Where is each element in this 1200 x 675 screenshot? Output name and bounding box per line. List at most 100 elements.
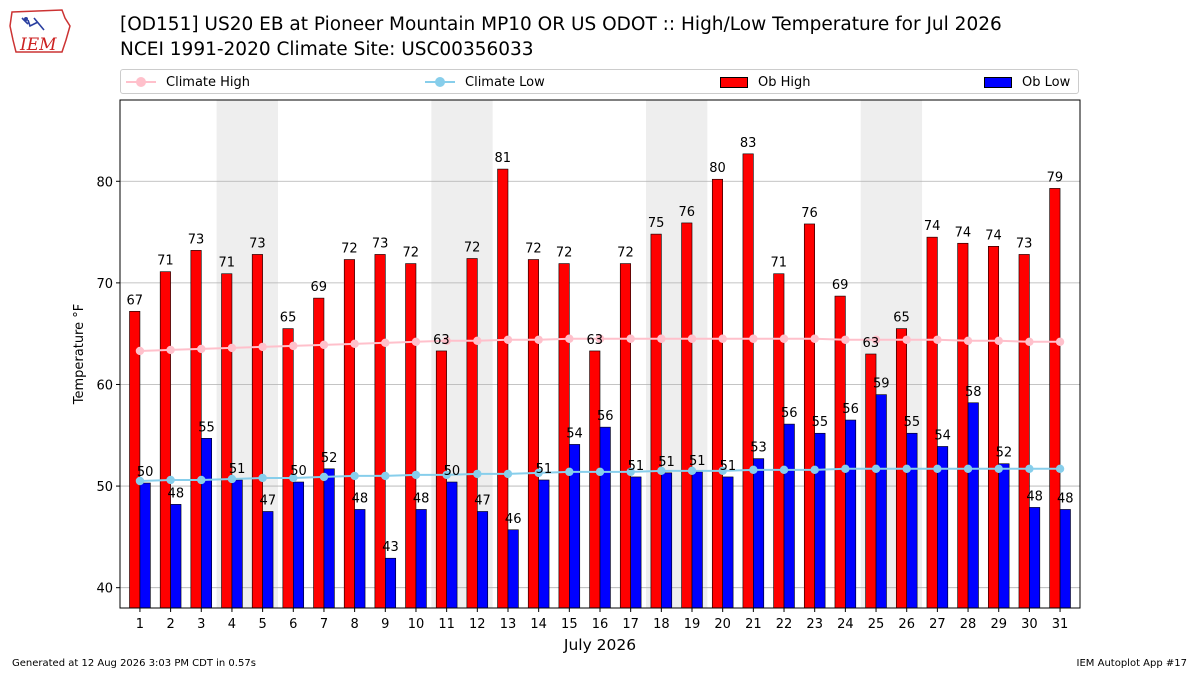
- bar-ob-high-day-28: [957, 242, 969, 609]
- bar-ob-low-day-14: [538, 479, 550, 609]
- label-ob-high-day-30: 73: [1016, 236, 1033, 251]
- bar-ob-low-day-30: [1029, 507, 1041, 609]
- label-ob-high-day-27: 74: [924, 219, 941, 234]
- iowa-map-icon: IEM: [9, 9, 71, 55]
- y-tick-label: 40: [96, 582, 113, 597]
- bar-ob-high-day-27: [926, 236, 938, 609]
- label-ob-high-day-12: 72: [464, 240, 481, 255]
- climate-low-point-day-25: [871, 464, 881, 474]
- bar-ob-high-day-1: [129, 311, 141, 609]
- climate-high-point-day-19: [687, 334, 697, 343]
- climate-high-point-day-6: [289, 341, 298, 351]
- label-ob-low-day-8: 48: [352, 491, 369, 506]
- bar-ob-low-day-9: [385, 557, 397, 609]
- bar-ob-high-day-30: [1018, 254, 1030, 609]
- label-ob-high-day-1: 67: [126, 293, 143, 308]
- label-ob-high-day-17: 72: [617, 246, 634, 261]
- x-tick-label-11: 11: [438, 617, 455, 632]
- bar-ob-low-day-11: [446, 481, 458, 609]
- label-ob-low-day-22: 56: [781, 406, 798, 421]
- climate-low-point-day-6: [289, 473, 298, 483]
- x-tick-label-8: 8: [350, 617, 358, 632]
- bar-ob-low-day-8: [354, 509, 366, 609]
- label-ob-high-day-19: 76: [679, 205, 696, 220]
- climate-high-point-day-4: [227, 343, 237, 353]
- climate-high-point-day-25: [871, 335, 881, 344]
- climate-low-point-day-12: [473, 469, 482, 479]
- climate-high-point-day-29: [994, 336, 1003, 345]
- label-ob-low-day-3: 55: [198, 420, 215, 435]
- climate-high-point-day-15: [565, 334, 574, 343]
- y-tick-label: 50: [96, 480, 113, 495]
- bar-ob-low-day-10: [415, 509, 427, 609]
- bar-ob-low-day-22: [783, 423, 795, 609]
- logo-text: IEM: [19, 35, 57, 55]
- legend-item-ob-low: Ob Low: [984, 73, 1070, 91]
- x-tick-label-13: 13: [500, 617, 517, 632]
- bar-ob-low-day-26: [906, 432, 918, 609]
- climate-low-point-day-5: [258, 473, 267, 483]
- legend-label-ob-low: Ob Low: [1022, 74, 1071, 90]
- label-ob-low-day-27: 54: [934, 428, 951, 443]
- bar-ob-low-day-20: [722, 476, 734, 609]
- climate-high-point-day-17: [626, 334, 635, 343]
- label-ob-low-day-26: 55: [904, 415, 921, 430]
- bar-ob-low-day-7: [323, 468, 335, 609]
- label-ob-low-day-10: 48: [413, 491, 430, 506]
- climate-low-swatch: [425, 77, 455, 87]
- climate-high-point-day-14: [534, 335, 543, 344]
- x-tick-label-15: 15: [561, 617, 578, 632]
- title-line-2: NCEI 1991-2020 Climate Site: USC00356033: [120, 39, 534, 60]
- label-ob-low-day-28: 58: [965, 385, 982, 400]
- x-tick-label-28: 28: [960, 617, 977, 632]
- climate-high-point-day-10: [411, 337, 421, 347]
- bar-ob-low-day-16: [599, 426, 611, 609]
- climate-high-point-day-18: [657, 334, 666, 343]
- climate-high-point-day-22: [779, 334, 789, 343]
- generated-timestamp: Generated at 12 Aug 2026 3:03 PM CDT in …: [12, 658, 256, 669]
- label-ob-low-day-2: 48: [168, 486, 185, 501]
- bar-ob-high-day-20: [711, 178, 723, 609]
- bar-ob-high-day-22: [773, 273, 785, 609]
- x-tick-label-1: 1: [136, 617, 144, 632]
- bar-ob-low-day-1: [139, 482, 151, 609]
- label-ob-high-day-20: 80: [709, 161, 726, 176]
- climate-low-point-day-13: [503, 469, 513, 479]
- bar-ob-low-day-29: [998, 463, 1010, 609]
- label-ob-low-day-11: 50: [444, 464, 461, 479]
- climate-low-point-day-17: [626, 467, 635, 477]
- bar-ob-low-day-3: [200, 438, 213, 609]
- bar-ob-high-day-16: [589, 350, 601, 609]
- iem-logo: IEM: [8, 6, 72, 58]
- x-axis-label: July 2026: [563, 636, 636, 654]
- bar-ob-low-day-5: [262, 511, 274, 609]
- label-ob-high-day-31: 79: [1047, 170, 1064, 185]
- label-ob-low-day-21: 53: [750, 441, 767, 456]
- bar-ob-high-day-2: [159, 271, 171, 609]
- bar-ob-low-day-6: [292, 481, 305, 609]
- label-ob-high-day-21: 83: [740, 136, 757, 151]
- label-ob-high-day-23: 76: [801, 206, 818, 221]
- label-ob-high-day-14: 72: [525, 242, 542, 257]
- climate-high-point-day-11: [442, 336, 451, 345]
- label-ob-high-day-3: 73: [188, 232, 205, 247]
- climate-low-point-day-31: [1055, 464, 1065, 474]
- label-ob-low-day-16: 56: [597, 409, 614, 424]
- bar-ob-low-day-13: [507, 529, 519, 609]
- x-tick-label-6: 6: [289, 617, 297, 632]
- x-tick-label-10: 10: [408, 617, 425, 632]
- ob-low-swatch: [984, 76, 1012, 88]
- label-ob-high-day-5: 73: [249, 236, 266, 251]
- climate-high-swatch: [126, 77, 156, 87]
- label-ob-low-day-1: 50: [137, 465, 154, 480]
- bar-ob-high-day-19: [681, 222, 693, 609]
- x-tick-label-27: 27: [929, 617, 946, 632]
- x-tick-label-4: 4: [228, 617, 236, 632]
- x-tick-label-16: 16: [592, 617, 609, 632]
- x-tick-label-24: 24: [837, 617, 854, 632]
- climate-low-point-day-3: [197, 475, 206, 485]
- label-ob-high-day-22: 71: [771, 256, 788, 271]
- y-tick-label: 70: [96, 277, 113, 292]
- climate-low-point-day-19: [687, 466, 697, 476]
